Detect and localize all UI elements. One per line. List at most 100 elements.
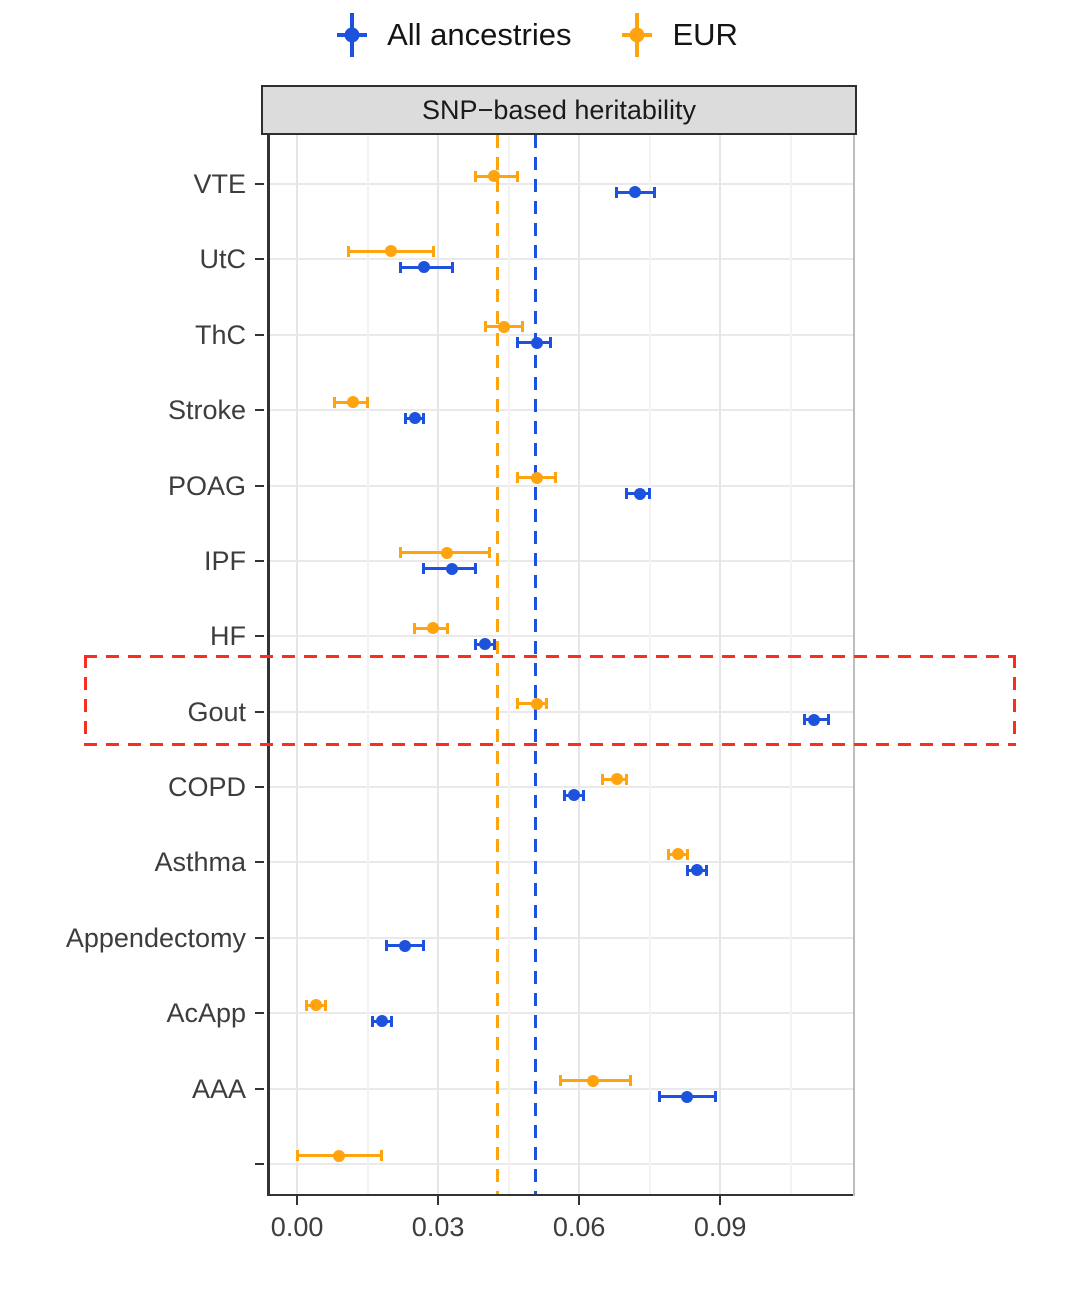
gridline-horizontal [267,1087,855,1090]
y-axis-tick [255,1087,264,1090]
point-estimate [808,713,821,726]
y-axis-tick [255,183,264,185]
ci-cap-low [295,1150,299,1162]
ci-cap-high [544,698,548,710]
panel-border-right [853,135,855,1196]
y-axis-tick [255,1162,264,1165]
ci-cap-high [492,638,496,650]
gridline-horizontal [267,1012,855,1015]
gridline-horizontal [267,1162,855,1165]
ci-cap-low [601,773,605,785]
ci-cap-low [657,1091,661,1103]
point-estimate [530,336,543,349]
y-axis-label: ThC [194,319,246,350]
point-estimate [375,1015,388,1028]
point-estimate [479,638,492,651]
y-axis-label [34,1147,246,1181]
ci-cap-high [648,488,652,500]
ci-cap-high [380,1150,384,1162]
legend-label: EUR [672,17,738,52]
ci-cap-high [685,848,689,860]
y-axis-tick [255,786,264,789]
ci-cap-low [403,412,407,424]
y-axis-tick [255,409,264,412]
y-axis-label: UtC [199,244,247,275]
ci-cap-low [333,396,337,408]
highlight-edge-left [84,654,87,746]
ci-cap-high [450,261,454,273]
ci-cap-high [422,940,426,952]
point-estimate [690,864,703,877]
pointrange-key-icon [332,10,372,60]
ci-cap-high [366,396,370,408]
ci-cap-high [323,999,327,1011]
ci-cap-high [488,547,492,559]
x-axis-label: 0.03 [411,1212,465,1242]
ci-cap-high [652,186,656,198]
gridline-horizontal [267,258,855,261]
point-estimate [497,320,510,333]
gridline-horizontal [267,635,855,638]
ci-cap-high [549,337,553,349]
ci-cap-high [826,714,830,726]
highlight-edge-bottom [84,742,1016,746]
y-axis-label: Appendectomy [65,922,246,953]
ci-cap-low [398,547,402,559]
y-axis-tick [255,258,264,261]
ci-cap-high [629,1075,633,1087]
legend-item-all: All ancestries [332,10,571,60]
ci-cap-low [370,1015,374,1027]
x-axis-tick [437,1196,440,1205]
y-axis-label: HF [210,621,246,652]
ci-cap-low [685,864,689,876]
ci-cap-low [516,472,520,484]
y-axis-label: COPD [167,772,246,803]
ci-cap-high [516,170,520,182]
point-estimate [671,848,684,861]
y-axis-label: AAA [191,1073,246,1104]
point-estimate [610,773,623,786]
gridline-vertical-minor [789,135,792,1196]
ci-cap-high [389,1015,393,1027]
point-estimate [568,789,581,802]
x-axis-label: 0.00 [270,1212,324,1242]
y-axis-tick [255,1012,264,1015]
point-estimate [441,546,454,559]
ci-cap-low [398,261,402,273]
gridline-vertical-major [578,135,581,1196]
legend-item-eur: EUR [617,10,738,60]
point-estimate [385,245,398,258]
x-axis-tick [719,1196,722,1205]
ci-cap-high [431,245,435,257]
ci-cap-low [563,789,567,801]
ci-cap-high [713,1091,717,1103]
ci-cap-low [666,848,670,860]
point-marker [629,27,645,43]
x-axis-tick [578,1196,581,1205]
y-axis-label: Asthma [154,847,246,878]
y-axis-tick [255,484,264,487]
gridline-horizontal [267,183,855,185]
x-axis-label: 0.09 [693,1212,747,1242]
gridline-vertical-major [437,135,440,1196]
point-estimate [309,999,322,1012]
point-estimate [530,471,543,484]
y-axis-label: POAG [167,470,246,501]
gridline-vertical-minor [648,135,651,1196]
point-estimate [417,261,430,274]
x-axis-tick [296,1196,299,1205]
gridline-horizontal [267,559,855,562]
highlight-edge-top [84,654,1016,658]
y-axis-label: VTE [193,169,246,199]
ci-cap-low [483,321,487,333]
ci-cap-low [624,488,628,500]
y-axis-label: AcApp [166,998,246,1029]
facet-strip: SNP−based heritability [261,85,857,135]
ci-cap-high [704,864,708,876]
ci-cap-high [582,789,586,801]
y-axis-label: Gout [187,696,246,727]
x-axis-label: 0.06 [552,1212,606,1242]
gridline-horizontal [267,710,855,713]
point-marker [344,27,360,43]
